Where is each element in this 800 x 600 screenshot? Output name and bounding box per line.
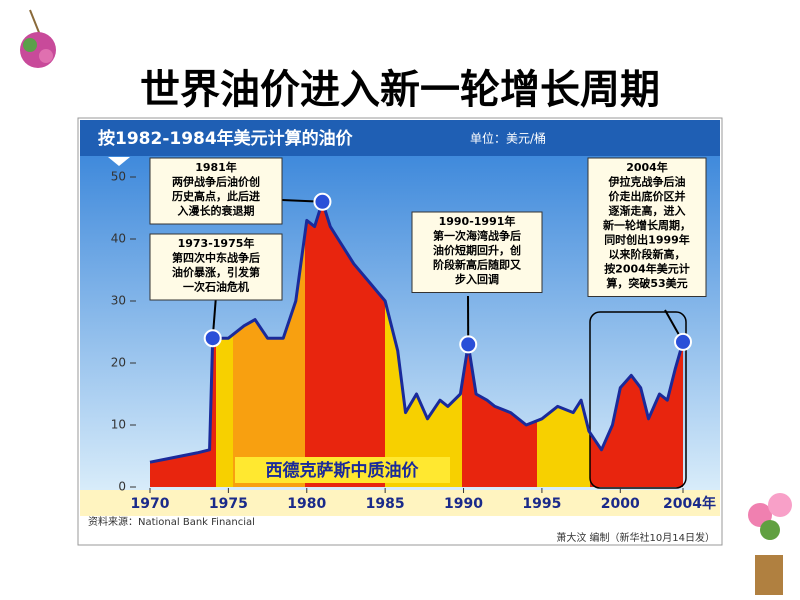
x-tick-label: 1985	[366, 496, 405, 512]
chart-title: 世界油价进入新一轮增长周期	[140, 67, 660, 113]
annotation-text: 按2004年美元计	[604, 262, 690, 276]
annotation-text: 算，突破53美元	[605, 276, 687, 290]
y-tick-label: 20	[111, 356, 126, 370]
annotation-text: 逐渐走高，进入	[609, 204, 686, 218]
annotation-text: 同时创出1999年	[604, 233, 690, 247]
annotation-text: 油价短期回升，创	[433, 243, 521, 257]
annotation-heading: 1981年	[195, 160, 237, 174]
annotation-text: 第一次海湾战争后	[433, 229, 521, 243]
source: 资料来源：National Bank Financial	[88, 515, 255, 528]
annotation-text: 以来阶段新高，	[609, 247, 686, 261]
y-tick-label: 0	[118, 480, 126, 494]
annotation-text: 价走出底价区并	[609, 189, 686, 203]
subtitle: 按1982-1984年美元计算的油价	[98, 128, 354, 149]
annotation-text: 步入回调	[455, 272, 499, 286]
event-marker	[459, 335, 478, 354]
annotation-text: 新一轮增长周期，	[603, 218, 691, 232]
event-marker	[203, 329, 222, 348]
annotation-text: 阶段新高后随即又	[433, 258, 522, 272]
event-marker	[674, 332, 692, 351]
annotation-text: 一次石油危机	[183, 280, 249, 294]
legend-label: 西德克萨斯中质油价	[266, 460, 420, 481]
y-tick-label: 10	[111, 418, 126, 432]
annotation-heading: 1973-1975年	[178, 236, 255, 250]
y-tick-label: 30	[111, 294, 126, 308]
x-tick-label: 2000	[601, 496, 640, 512]
y-tick-label: 50	[111, 170, 126, 184]
annotation-box	[149, 233, 283, 301]
x-tick-label: 1980	[287, 496, 326, 512]
axis-arrow	[108, 157, 130, 166]
decoration-flower	[20, 9, 56, 68]
decoration-basket	[748, 493, 792, 595]
annotation-text: 历史高点，此后进	[172, 189, 260, 203]
event-marker	[313, 192, 332, 211]
x-tick-label: 1990	[444, 496, 483, 512]
annotation-heading: 1990-1991年	[439, 214, 516, 228]
x-tick-label: 1970	[131, 496, 170, 512]
annotation-text: 入漫长的衰退期	[178, 204, 255, 218]
unit: 单位：美元/桶	[470, 131, 546, 146]
x-axis-band	[80, 490, 720, 516]
credit: 萧大汶 编制（新华社10月14日发）	[556, 531, 715, 544]
highlight-box	[589, 311, 687, 489]
annotation-heading: 2004年	[626, 160, 668, 174]
legend-box	[235, 457, 450, 483]
y-tick-label: 40	[111, 232, 126, 246]
annotation-box	[149, 157, 283, 225]
annotation-text: 第四次中东战争后	[172, 251, 260, 265]
x-tick-label: 1995	[522, 496, 561, 512]
annotation-text: 油价暴涨，引发第	[172, 265, 260, 279]
header-band	[80, 120, 720, 156]
x-tick-label: 1975	[209, 496, 248, 512]
annotation-box	[411, 211, 543, 293]
series-line	[149, 200, 685, 464]
x-tick-label: 2004年	[663, 495, 716, 512]
annotation-text: 伊拉克战争后油	[608, 175, 686, 189]
annotation-text: 两伊战争后油价创	[172, 175, 260, 189]
annotation-box	[587, 157, 707, 297]
